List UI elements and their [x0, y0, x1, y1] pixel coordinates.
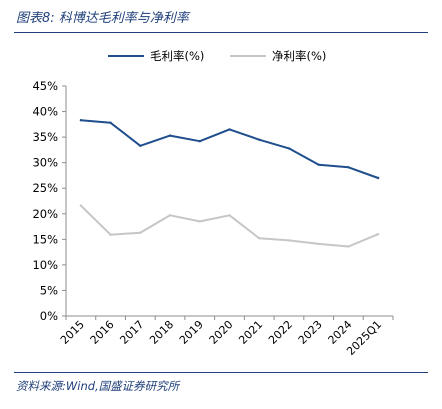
- data-point: [109, 233, 112, 236]
- data-point: [168, 214, 172, 217]
- x-tick-label: 2022: [266, 318, 295, 347]
- series-line: [79, 204, 380, 248]
- data-point: [79, 119, 83, 122]
- title-divider: [14, 32, 428, 33]
- data-point: [317, 163, 320, 166]
- data-point: [168, 134, 172, 137]
- x-tick-label: 2019: [177, 318, 206, 347]
- x-tick-label: 2016: [88, 318, 117, 347]
- y-axis: 0% 5% 10% 15% 20% 25% 30% 35% 40% 45%: [32, 79, 67, 323]
- data-point: [79, 204, 83, 207]
- data-point: [198, 220, 201, 223]
- chart-series: [79, 119, 380, 248]
- data-point: [376, 176, 380, 180]
- data-point: [139, 231, 142, 234]
- y-tick-label: 5%: [40, 283, 58, 297]
- y-tick-label: 10%: [32, 258, 58, 272]
- data-point: [347, 166, 350, 169]
- figure-title: 图表8: 科博达毛利率与净利率: [16, 11, 189, 26]
- y-tick-label: 30%: [32, 156, 58, 170]
- data-point: [109, 121, 112, 125]
- x-tick-label: 2023: [296, 318, 325, 347]
- x-axis: 2015 2016 2017 2018 2019 2020 2021 2022 2023 2024…: [58, 315, 394, 358]
- data-point: [287, 239, 291, 242]
- data-point: [228, 128, 231, 131]
- x-tick-label: 2020: [207, 318, 236, 347]
- y-tick-label: 15%: [32, 232, 58, 246]
- data-point: [347, 245, 350, 248]
- legend-label: 净利率(%): [272, 49, 326, 63]
- source-divider: [14, 372, 428, 373]
- data-point: [139, 144, 142, 147]
- legend-item: 净利率(%): [230, 49, 326, 63]
- line-chart: 毛利率(%) 净利率(%) 0% 5% 10% 15% 20% 25% 30% 35% 40% 45…: [32, 49, 394, 358]
- y-tick-label: 45%: [32, 79, 58, 93]
- data-point: [228, 214, 231, 217]
- series-gross-margin: [79, 119, 380, 180]
- series-net-margin: [79, 204, 380, 248]
- x-tick-label: 2017: [117, 318, 146, 347]
- y-tick-label: 40%: [32, 105, 58, 119]
- x-tick-label: 2021: [236, 318, 265, 347]
- legend-label: 毛利率(%): [150, 49, 204, 63]
- y-tick-label: 25%: [32, 181, 58, 195]
- data-point: [198, 140, 201, 143]
- data-point: [287, 147, 291, 150]
- legend-item: 毛利率(%): [108, 49, 204, 63]
- x-tick-label: 2018: [147, 318, 176, 347]
- y-tick-label: 0%: [40, 309, 58, 323]
- data-point: [258, 138, 261, 141]
- data-point: [258, 237, 261, 240]
- data-point: [317, 242, 320, 246]
- source-note: 资料来源:Wind,国盛证券研究所: [16, 379, 180, 393]
- chart-legend: 毛利率(%) 净利率(%): [108, 49, 326, 63]
- x-tick-label: 2015: [58, 318, 87, 347]
- data-point: [376, 233, 380, 236]
- y-tick-label: 35%: [32, 130, 58, 144]
- y-tick-label: 20%: [32, 207, 58, 221]
